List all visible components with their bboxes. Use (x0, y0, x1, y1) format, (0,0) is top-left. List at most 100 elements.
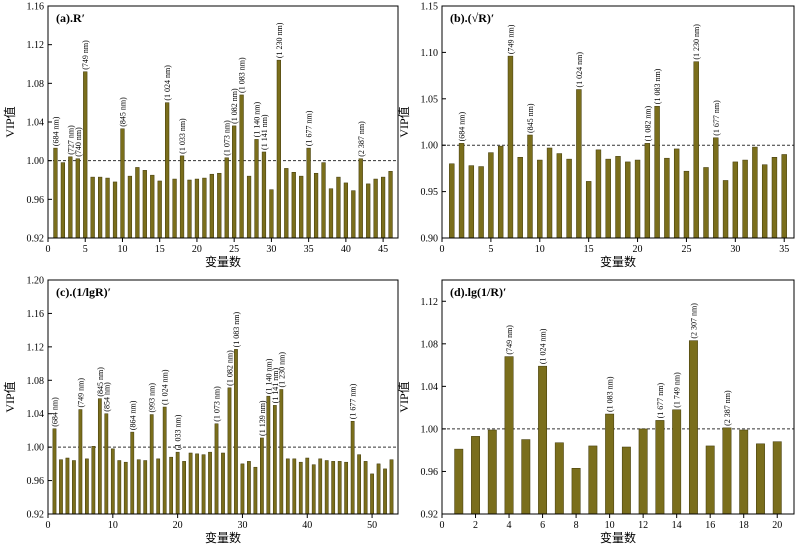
x-tick-label: 20 (633, 244, 643, 255)
bar (221, 452, 225, 515)
bar-annotation: (1 230 nm) (692, 24, 701, 60)
x-tick-label: 6 (540, 520, 545, 531)
bar (269, 189, 274, 239)
bar (337, 461, 342, 515)
bar (363, 461, 368, 515)
x-tick-label: 20 (772, 520, 782, 531)
bar (739, 429, 749, 515)
bar (507, 55, 514, 239)
x-tick-label: 20 (192, 244, 202, 255)
bar (246, 175, 252, 239)
bar (388, 171, 393, 239)
bar-annotation: (2 307 nm) (689, 303, 698, 339)
y-tick-label: 0.92 (27, 510, 45, 521)
bar (150, 174, 155, 239)
x-tick-label: 12 (638, 520, 648, 531)
panel-title: (a).R′ (56, 11, 85, 25)
bar (313, 172, 319, 239)
bar-annotation: (1 073 nm) (213, 386, 222, 422)
bar (110, 448, 115, 515)
bar (705, 445, 715, 515)
bar-annotation: (845 nm) (96, 367, 105, 397)
bar (209, 173, 214, 239)
chart-panel-2: (684 nm) (749 nm) (845 nm)(854 nm) (864 nm)… (2, 276, 399, 545)
bar (266, 395, 271, 515)
x-tick-label: 0 (440, 520, 445, 531)
bar (91, 446, 96, 515)
chart-panel-0: (684 nm) (727 nm)(740 nm) (749 nm) (845 nm)… (2, 2, 399, 269)
bar (357, 454, 361, 515)
bar-annotation: (2 387 nm) (357, 121, 366, 157)
bar (104, 413, 109, 515)
bar (285, 458, 290, 515)
x-tick-label: 10 (117, 244, 127, 255)
y-tick-label: 1.04 (27, 118, 45, 129)
x-tick-label: 5 (488, 244, 493, 255)
bar-annotation: (854 nm) (102, 382, 111, 412)
bar (172, 178, 177, 239)
bar-annotation: (1 073 nm) (223, 120, 232, 156)
bar (752, 146, 758, 239)
bar (157, 180, 162, 239)
x-tick-label: 25 (229, 244, 239, 255)
bar (239, 94, 244, 239)
bar-annotation: (1 141 nm) (260, 114, 269, 150)
bar (217, 172, 222, 239)
bar (703, 167, 709, 239)
bar (90, 176, 95, 239)
bar-annotation: (1 139 nm) (258, 400, 267, 436)
bar (195, 453, 199, 515)
y-tick-label: 1.00 (27, 156, 45, 167)
bar (135, 167, 140, 239)
plot-frame (441, 279, 795, 515)
x-tick-label: 4 (507, 520, 512, 531)
bar-annotation: (1 024 nm) (163, 65, 172, 101)
bar (517, 157, 523, 239)
bar (247, 461, 251, 515)
bar (276, 59, 281, 239)
bar (85, 458, 89, 515)
bar (60, 162, 66, 239)
bar-annotation: (727 nm) (66, 125, 75, 155)
panel-title: (c).(1/lgR)′ (56, 285, 111, 299)
bar (75, 158, 80, 239)
bar (149, 414, 154, 515)
bar (324, 460, 329, 515)
y-tick-label: 1.16 (27, 309, 45, 320)
bar-annotation: (993 nm) (148, 383, 157, 413)
x-axis-label: 变量数 (205, 530, 241, 545)
bar (380, 176, 386, 239)
x-tick-label: 10 (535, 244, 545, 255)
bar-annotation: (1 230 nm) (277, 352, 286, 388)
bar (521, 439, 531, 515)
bar (389, 459, 394, 515)
bar (208, 451, 212, 515)
y-axis-label: VIP值 (2, 381, 17, 412)
bar (458, 143, 465, 239)
bar (693, 61, 699, 239)
bar (240, 463, 245, 515)
x-tick-label: 16 (705, 520, 715, 531)
bar (117, 460, 122, 515)
plot-frame (47, 279, 399, 515)
bar (366, 183, 371, 239)
bar (683, 170, 690, 239)
bar (588, 445, 598, 515)
x-tick-label: 18 (739, 520, 749, 531)
bar (227, 387, 232, 515)
bar (644, 143, 651, 239)
bar (53, 147, 58, 239)
bar (468, 165, 475, 239)
bar (713, 137, 719, 239)
bar (722, 180, 729, 239)
bar-annotation: (1 083 nm) (238, 57, 247, 93)
bar (123, 461, 128, 515)
bar (756, 443, 765, 515)
bar (328, 188, 334, 239)
bar (537, 159, 543, 239)
x-axis-label: 变量数 (205, 254, 241, 269)
bar (214, 423, 219, 515)
x-tick-label: 0 (440, 244, 445, 255)
bar-annotation: (749 nm) (505, 325, 514, 355)
